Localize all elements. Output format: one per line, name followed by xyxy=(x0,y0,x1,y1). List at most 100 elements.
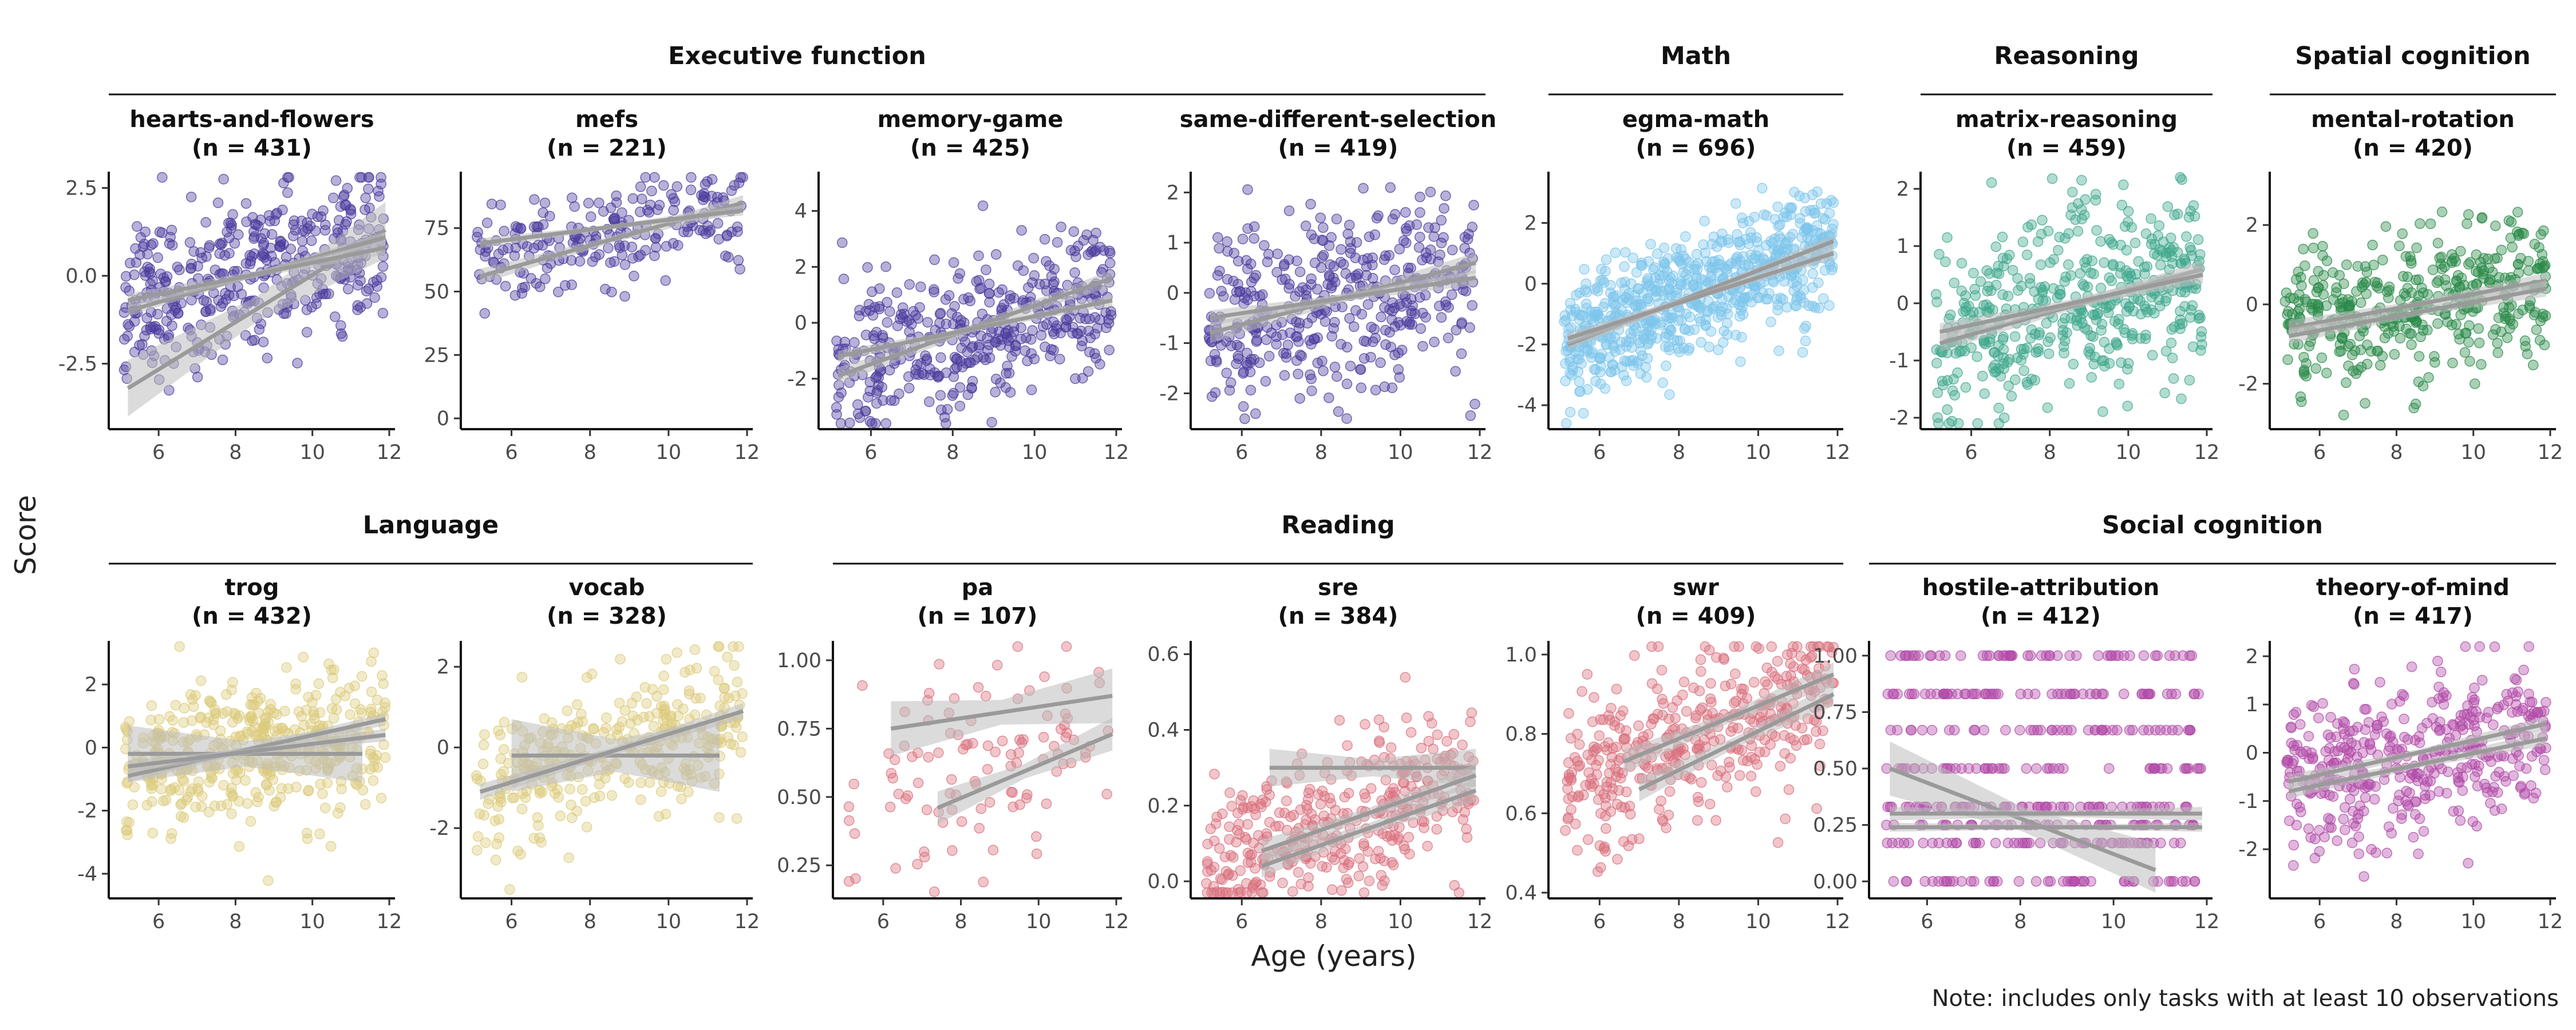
data-point xyxy=(1791,300,1802,312)
data-point xyxy=(1573,790,1585,801)
data-point xyxy=(2169,209,2180,220)
data-point xyxy=(372,762,383,773)
data-point xyxy=(2358,279,2370,290)
x-tick-label: 6 xyxy=(1235,910,1248,933)
data-point xyxy=(843,876,855,887)
panel-n-label: (n = 221) xyxy=(547,135,667,161)
data-point xyxy=(499,716,510,728)
data-point xyxy=(1466,707,1477,719)
data-point xyxy=(1599,383,1611,394)
x-tick-label: 12 xyxy=(1467,441,1493,464)
data-point xyxy=(486,199,497,209)
data-point xyxy=(948,257,959,268)
data-point xyxy=(2300,260,2310,271)
data-point xyxy=(2446,319,2458,331)
data-point xyxy=(2053,244,2064,256)
domain-group-spatial-cognition: Spatial cognition xyxy=(2270,42,2556,96)
data-point xyxy=(377,308,389,319)
data-point xyxy=(973,682,984,693)
data-point xyxy=(1326,283,1337,294)
data-point xyxy=(1364,231,1375,243)
data-point xyxy=(1331,213,1342,225)
data-point xyxy=(1780,813,1791,825)
x-tick-label: 6 xyxy=(152,441,165,464)
data-point xyxy=(1572,845,1583,856)
data-point xyxy=(203,806,215,818)
data-point xyxy=(2018,348,2029,360)
data-point xyxy=(903,382,915,394)
data-point xyxy=(835,418,847,429)
data-point xyxy=(1780,237,1791,248)
data-point xyxy=(360,799,371,810)
data-point xyxy=(2422,289,2433,300)
data-point xyxy=(997,284,1008,295)
data-point xyxy=(1693,796,1704,807)
data-point xyxy=(520,792,531,803)
data-point xyxy=(1103,318,1115,328)
y-tick-label: 1.00 xyxy=(777,649,821,672)
data-point xyxy=(258,237,270,249)
data-point xyxy=(169,782,180,793)
data-point xyxy=(965,295,976,307)
data-point xyxy=(1605,333,1615,344)
data-point xyxy=(1942,375,1953,386)
data-point xyxy=(869,302,880,313)
data-point xyxy=(1056,221,1066,232)
data-point xyxy=(1702,306,1713,318)
y-tick-label: -2 xyxy=(787,368,807,391)
data-point xyxy=(2494,272,2505,283)
data-point xyxy=(477,758,489,770)
data-point xyxy=(288,231,299,241)
data-point xyxy=(1627,355,1638,366)
data-point xyxy=(2128,306,2139,317)
data-point xyxy=(1760,676,1771,687)
x-tick-label: 10 xyxy=(656,441,682,464)
data-point xyxy=(1933,418,1944,429)
data-point xyxy=(1468,200,1479,211)
data-point xyxy=(1940,256,1951,267)
data-point xyxy=(342,283,354,295)
data-point xyxy=(733,641,744,652)
data-point xyxy=(240,330,251,341)
y-tick-label: 0 xyxy=(1524,273,1537,296)
data-point xyxy=(1335,256,1346,268)
data-point xyxy=(923,751,934,763)
data-points xyxy=(472,172,748,319)
data-point xyxy=(1081,229,1092,240)
data-point xyxy=(1813,278,1824,288)
data-point xyxy=(1225,850,1236,861)
data-point xyxy=(1036,330,1047,341)
data-point xyxy=(653,811,665,822)
data-point xyxy=(2022,221,2033,233)
data-point xyxy=(1438,232,1449,243)
x-tick-label: 6 xyxy=(1965,441,1977,464)
data-point xyxy=(1968,267,1979,279)
data-point xyxy=(1595,862,1606,873)
data-point xyxy=(685,184,697,196)
data-point xyxy=(1375,357,1386,369)
data-point xyxy=(1341,413,1352,424)
data-point xyxy=(1393,364,1404,375)
data-point xyxy=(912,777,924,789)
data-point xyxy=(481,217,493,228)
data-point xyxy=(1205,355,1216,366)
data-point xyxy=(186,259,197,270)
panel-title-vocab: vocab xyxy=(569,575,645,601)
data-point xyxy=(1658,243,1670,253)
y-tick-label: -4 xyxy=(1517,394,1537,417)
data-point xyxy=(1336,885,1347,896)
data-point xyxy=(1220,866,1232,877)
x-tick-label: 8 xyxy=(1673,441,1685,464)
data-point xyxy=(1041,256,1052,267)
data-point xyxy=(1812,186,1823,197)
data-point xyxy=(2113,378,2125,390)
data-point xyxy=(1241,887,1253,898)
data-point xyxy=(1318,222,1329,233)
data-point xyxy=(1603,767,1615,779)
x-tick-label: 8 xyxy=(229,910,242,933)
data-point xyxy=(1698,239,1709,250)
data-point xyxy=(1415,191,1425,203)
data-point xyxy=(539,197,551,208)
data-point xyxy=(288,219,299,231)
data-point xyxy=(1306,229,1317,240)
